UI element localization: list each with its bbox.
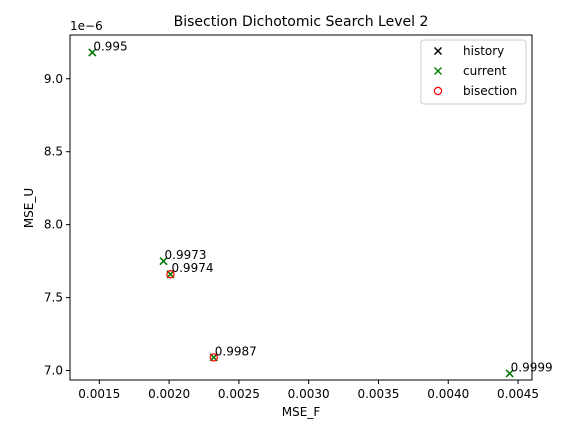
y-axis-ticks: 7.0 7.5 8.0 8.5 9.0 (44, 72, 70, 378)
point-label: 0.995 (93, 40, 127, 54)
y-tick-label: 9.0 (44, 72, 63, 86)
current-point (505, 369, 514, 378)
legend-history-label: history (463, 44, 504, 58)
bisection-point (209, 353, 218, 362)
legend-current-label: current (463, 64, 507, 78)
y-offset-label: 1e−6 (70, 19, 103, 33)
current-point (159, 257, 168, 266)
legend-history-marker (434, 47, 442, 55)
x-tick-label: 0.0035 (357, 387, 399, 401)
chart-title: Bisection Dichotomic Search Level 2 (174, 14, 429, 30)
plot-area (69, 34, 533, 381)
point-label: 0.9999 (511, 360, 553, 374)
bisection-point (166, 270, 175, 279)
x-tick-label: 0.0020 (148, 387, 190, 401)
x-tick-label: 0.0025 (218, 387, 260, 401)
y-tick-label: 8.0 (44, 218, 63, 232)
x-tick-label: 0.0040 (427, 387, 469, 401)
legend: history current bisection (420, 39, 527, 105)
point-label: 0.9987 (215, 344, 257, 358)
y-tick-label: 7.5 (44, 291, 63, 305)
point-label: 0.9973 (165, 248, 207, 262)
x-tick-label: 0.0015 (78, 387, 120, 401)
x-tick-label: 0.0045 (497, 387, 539, 401)
current-point (88, 48, 97, 57)
legend-bisection-label: bisection (463, 84, 517, 98)
point-label: 0.9974 (171, 261, 213, 275)
x-axis-label: MSE_F (282, 405, 321, 419)
x-tick-label: 0.0030 (288, 387, 330, 401)
y-tick-label: 7.0 (44, 364, 63, 378)
legend-current-marker (434, 67, 442, 75)
legend-bisection-marker (433, 86, 443, 96)
x-axis-ticks: 0.0015 0.0020 0.0025 0.0030 0.0035 0.0040 0.00… (78, 380, 539, 401)
y-axis-label: MSE_U (22, 188, 36, 228)
y-tick-label: 8.5 (44, 145, 63, 159)
legend-box (420, 39, 527, 105)
